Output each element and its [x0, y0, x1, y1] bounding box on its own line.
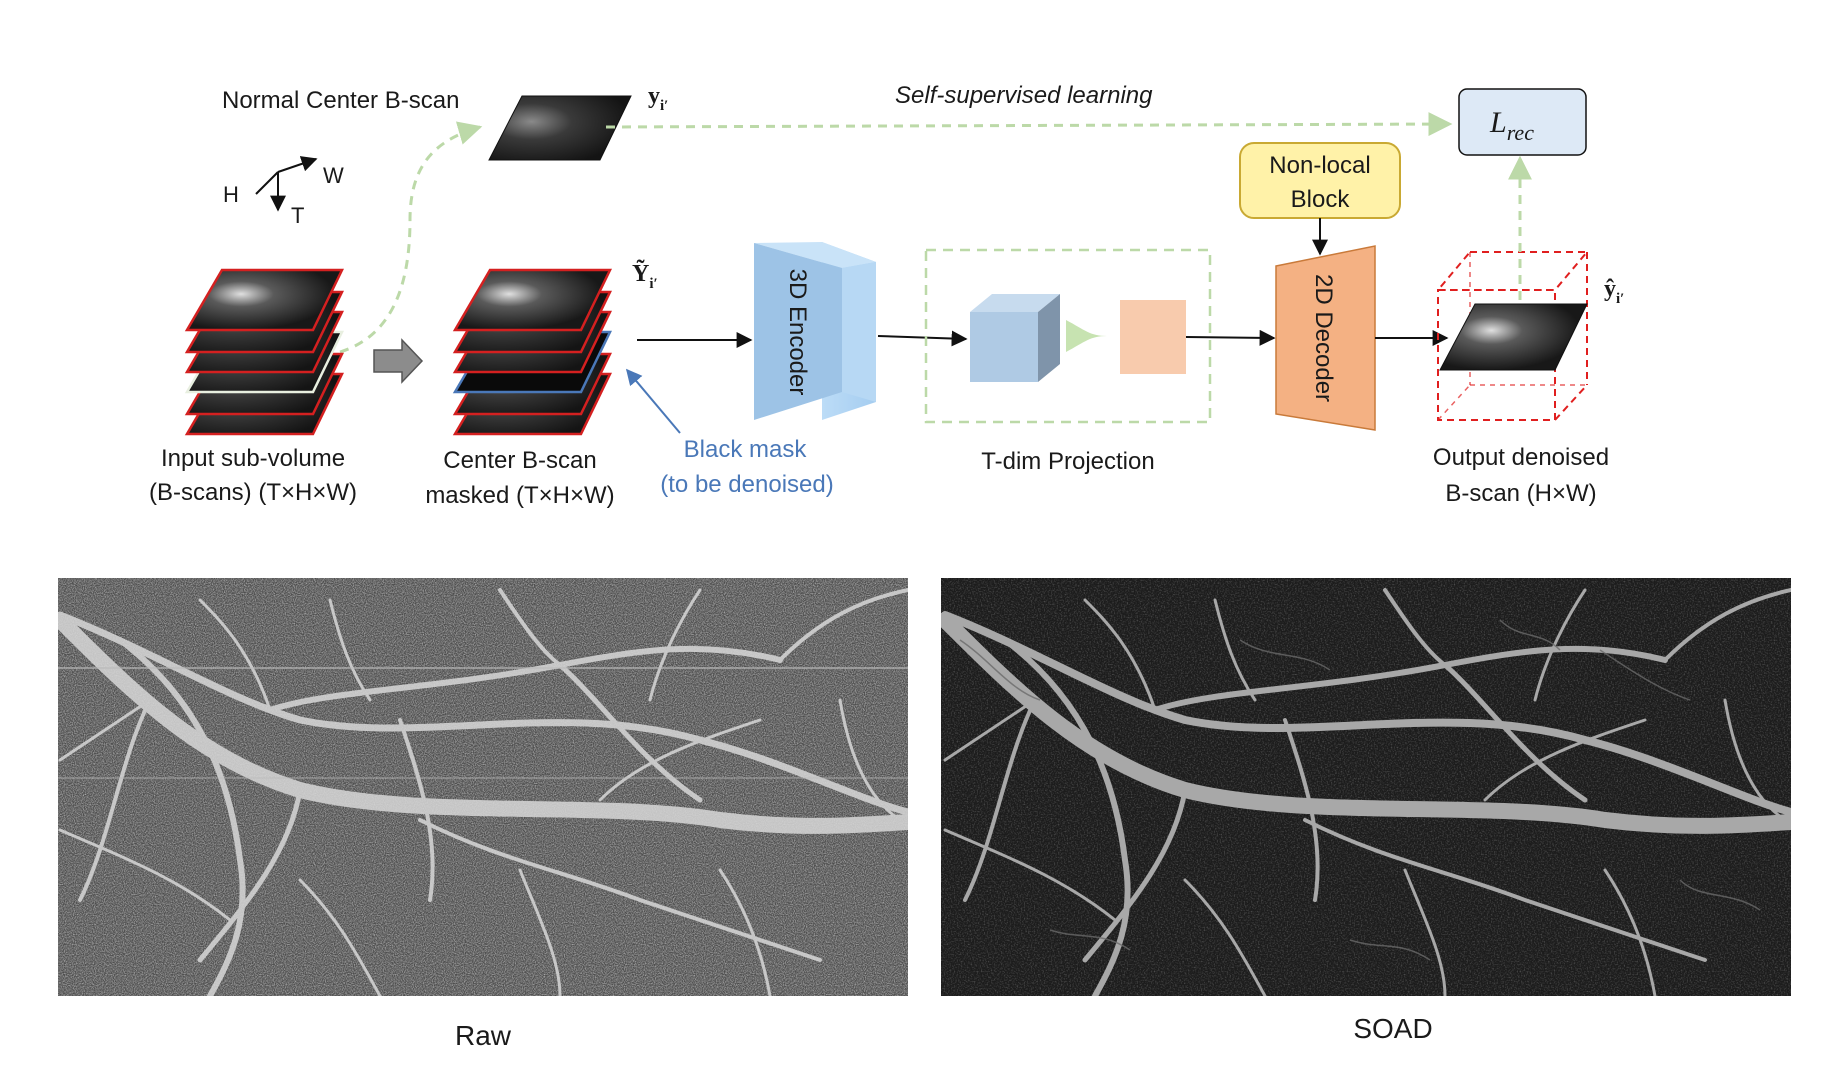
output-line2: B-scan (H×W)	[1445, 480, 1596, 507]
grey-arrow	[373, 338, 424, 384]
axes-indicator: H W T	[223, 156, 344, 228]
soad-caption: SOAD	[1353, 1013, 1432, 1044]
input-line2: (B-scans) (T×H×W)	[149, 479, 357, 506]
ssl-label: Self-supervised learning	[895, 82, 1153, 109]
projection-funnel	[1066, 320, 1107, 352]
y-label: yi′	[648, 83, 668, 114]
normal-center-label: Normal Center B-scan	[222, 87, 459, 114]
Y-label: Ỹi′	[632, 260, 658, 292]
masked-line2: masked (T×H×W)	[425, 482, 614, 509]
masked-stack	[452, 268, 612, 436]
output-line1: Output denoised	[1433, 444, 1609, 471]
mask-line2: (to be denoised)	[660, 471, 833, 498]
projection-cube	[970, 294, 1060, 382]
projection-box	[924, 248, 1212, 424]
input-stack	[184, 268, 344, 436]
output-bscan	[1439, 303, 1588, 371]
projection-output	[1120, 300, 1186, 374]
input-line1: Input sub-volume	[161, 445, 345, 472]
mask-line1: Black mask	[684, 436, 808, 463]
axis-w-label: W	[323, 163, 344, 188]
yhat-label: ŷi′	[1604, 276, 1624, 307]
loss-box	[1458, 88, 1587, 156]
ssl-arrow	[605, 112, 1453, 137]
arrow-to-projection	[877, 330, 968, 347]
raw-caption: Raw	[455, 1020, 512, 1051]
encoder-label: 3D Encoder	[784, 269, 811, 396]
decoder-2d	[1275, 245, 1376, 431]
arrow-to-decoder	[1185, 329, 1276, 346]
axis-t-label: T	[291, 203, 304, 228]
axis-h-label: H	[223, 182, 239, 207]
raw-image	[58, 578, 908, 996]
masked-line1: Center B-scan	[443, 447, 596, 474]
decoder-label: 2D Decoder	[1310, 274, 1337, 402]
nonlocal-line1: Non-local	[1269, 152, 1370, 179]
loss-label: Lrec	[1489, 106, 1534, 145]
soad-image	[941, 578, 1791, 996]
mask-arrow	[625, 368, 681, 434]
projection-label: T-dim Projection	[981, 448, 1154, 475]
encoder-3d	[754, 242, 876, 420]
normal-center-bscan	[489, 96, 631, 160]
center-extract-arrow	[339, 121, 483, 354]
nonlocal-line2: Block	[1291, 186, 1351, 213]
